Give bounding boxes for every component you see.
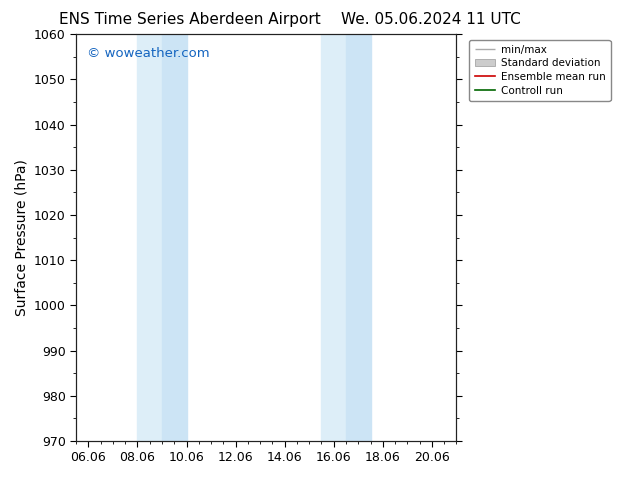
Bar bbox=[138, 34, 162, 441]
Bar bbox=[321, 34, 346, 441]
Text: We. 05.06.2024 11 UTC: We. 05.06.2024 11 UTC bbox=[341, 12, 521, 27]
Y-axis label: Surface Pressure (hPa): Surface Pressure (hPa) bbox=[14, 159, 29, 316]
Bar bbox=[162, 34, 186, 441]
Bar bbox=[346, 34, 371, 441]
Legend: min/max, Standard deviation, Ensemble mean run, Controll run: min/max, Standard deviation, Ensemble me… bbox=[469, 40, 611, 101]
Text: © woweather.com: © woweather.com bbox=[87, 47, 210, 59]
Text: ENS Time Series Aberdeen Airport: ENS Time Series Aberdeen Airport bbox=[60, 12, 321, 27]
